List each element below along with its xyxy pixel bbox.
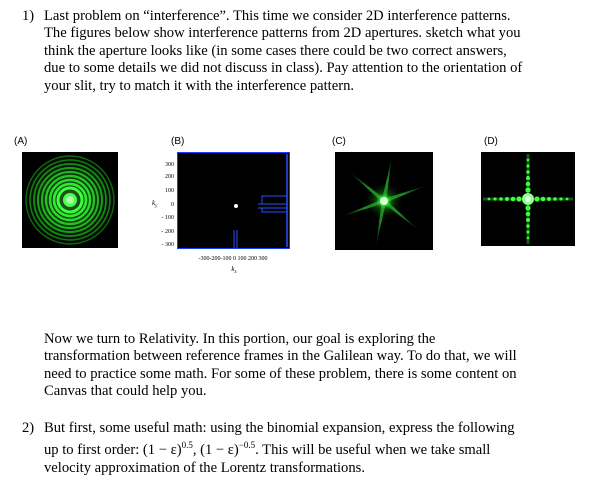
panel-b-label: (B)	[171, 136, 185, 147]
figure-d-svg	[483, 154, 573, 244]
question-1-line: think the aperture looks like (in some c…	[44, 42, 507, 59]
question-1-text: Last problem on “interference”. This tim…	[44, 8, 584, 95]
exponent: 0.5	[181, 440, 193, 451]
panel-a-label: (A)	[14, 136, 28, 147]
question-2-line: But first, some useful math: using the b…	[44, 420, 515, 436]
relativity-intro-line: Canvas that could help you.	[44, 383, 207, 400]
question-1-line: Last problem on “interference”. This tim…	[44, 8, 511, 24]
x-axis-label: kx	[231, 265, 237, 275]
question-1-line: due to some details we did not discuss i…	[44, 60, 523, 77]
x-axis-label-main: k	[231, 265, 235, 273]
y-tick-label: - 200	[162, 229, 175, 235]
figure-c-svg	[340, 155, 428, 247]
question-1-line: The figures below show interference patt…	[44, 25, 521, 42]
y-tick-label: 100	[165, 188, 174, 194]
math-text: . This will be useful when we take small	[255, 442, 491, 459]
question-2-line-math: up to first order: (1 − ε)0.5, (1 − ε)−0…	[44, 437, 584, 459]
figure-b-svg: 300 200 100 0 - 100 - 200 - 300 ky -300-…	[152, 152, 290, 275]
figure-c-star-pattern	[335, 152, 433, 250]
figure-a-ring-pattern	[22, 152, 118, 248]
y-axis-label: ky	[152, 199, 158, 209]
exponent: −0.5	[238, 440, 256, 451]
question-2-number: 2)	[22, 420, 35, 436]
question-1-line: your slit, try to match it with the inte…	[44, 77, 355, 94]
x-axis-label-sub: x	[233, 270, 237, 275]
question-2-line: velocity approximation of the Lorentz tr…	[44, 459, 365, 476]
figure-d-cross-pattern	[481, 152, 575, 246]
math-text: up to first order: (1 − ε)	[44, 442, 182, 459]
panel-c-label: (C)	[332, 136, 346, 147]
math-text: , (1 − ε)	[192, 442, 239, 459]
y-tick-label: 0	[171, 202, 174, 208]
question-1-number: 1)	[22, 8, 35, 24]
x-tick-labels: -300-200-100 0 100 200 300	[199, 256, 268, 262]
y-tick-label: 300	[165, 162, 174, 168]
relativity-intro-line: need to practice some math. For some of …	[44, 365, 517, 382]
panel-d-label: (D)	[484, 136, 498, 147]
y-tick-label: - 300	[162, 242, 175, 248]
figure-a-svg	[24, 154, 116, 246]
y-axis-label-main: k	[152, 199, 156, 207]
relativity-intro: Now we turn to Relativity. In this porti…	[44, 331, 572, 401]
figure-b-kspace-plot: 300 200 100 0 - 100 - 200 - 300 ky -300-…	[148, 152, 298, 280]
y-tick-label: 200	[165, 174, 174, 180]
y-axis-label-sub: y	[154, 204, 158, 209]
question-2-text: But first, some useful math: using the b…	[44, 420, 584, 477]
relativity-intro-line: transformation between reference frames …	[44, 348, 517, 365]
relativity-intro-line: Now we turn to Relativity. In this porti…	[44, 331, 436, 347]
y-tick-label: - 100	[162, 215, 175, 221]
